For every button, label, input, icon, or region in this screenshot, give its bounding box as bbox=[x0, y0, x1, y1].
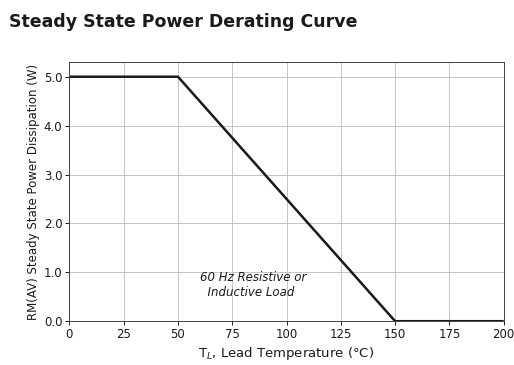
Text: 60 Hz Resistive or
  Inductive Load: 60 Hz Resistive or Inductive Load bbox=[200, 271, 306, 299]
Y-axis label: RM(AV) Steady State Power Dissipation (W): RM(AV) Steady State Power Dissipation (W… bbox=[27, 64, 40, 320]
X-axis label: T$_L$, Lead Temperature (°C): T$_L$, Lead Temperature (°C) bbox=[198, 345, 375, 362]
Text: Steady State Power Derating Curve: Steady State Power Derating Curve bbox=[9, 13, 358, 31]
